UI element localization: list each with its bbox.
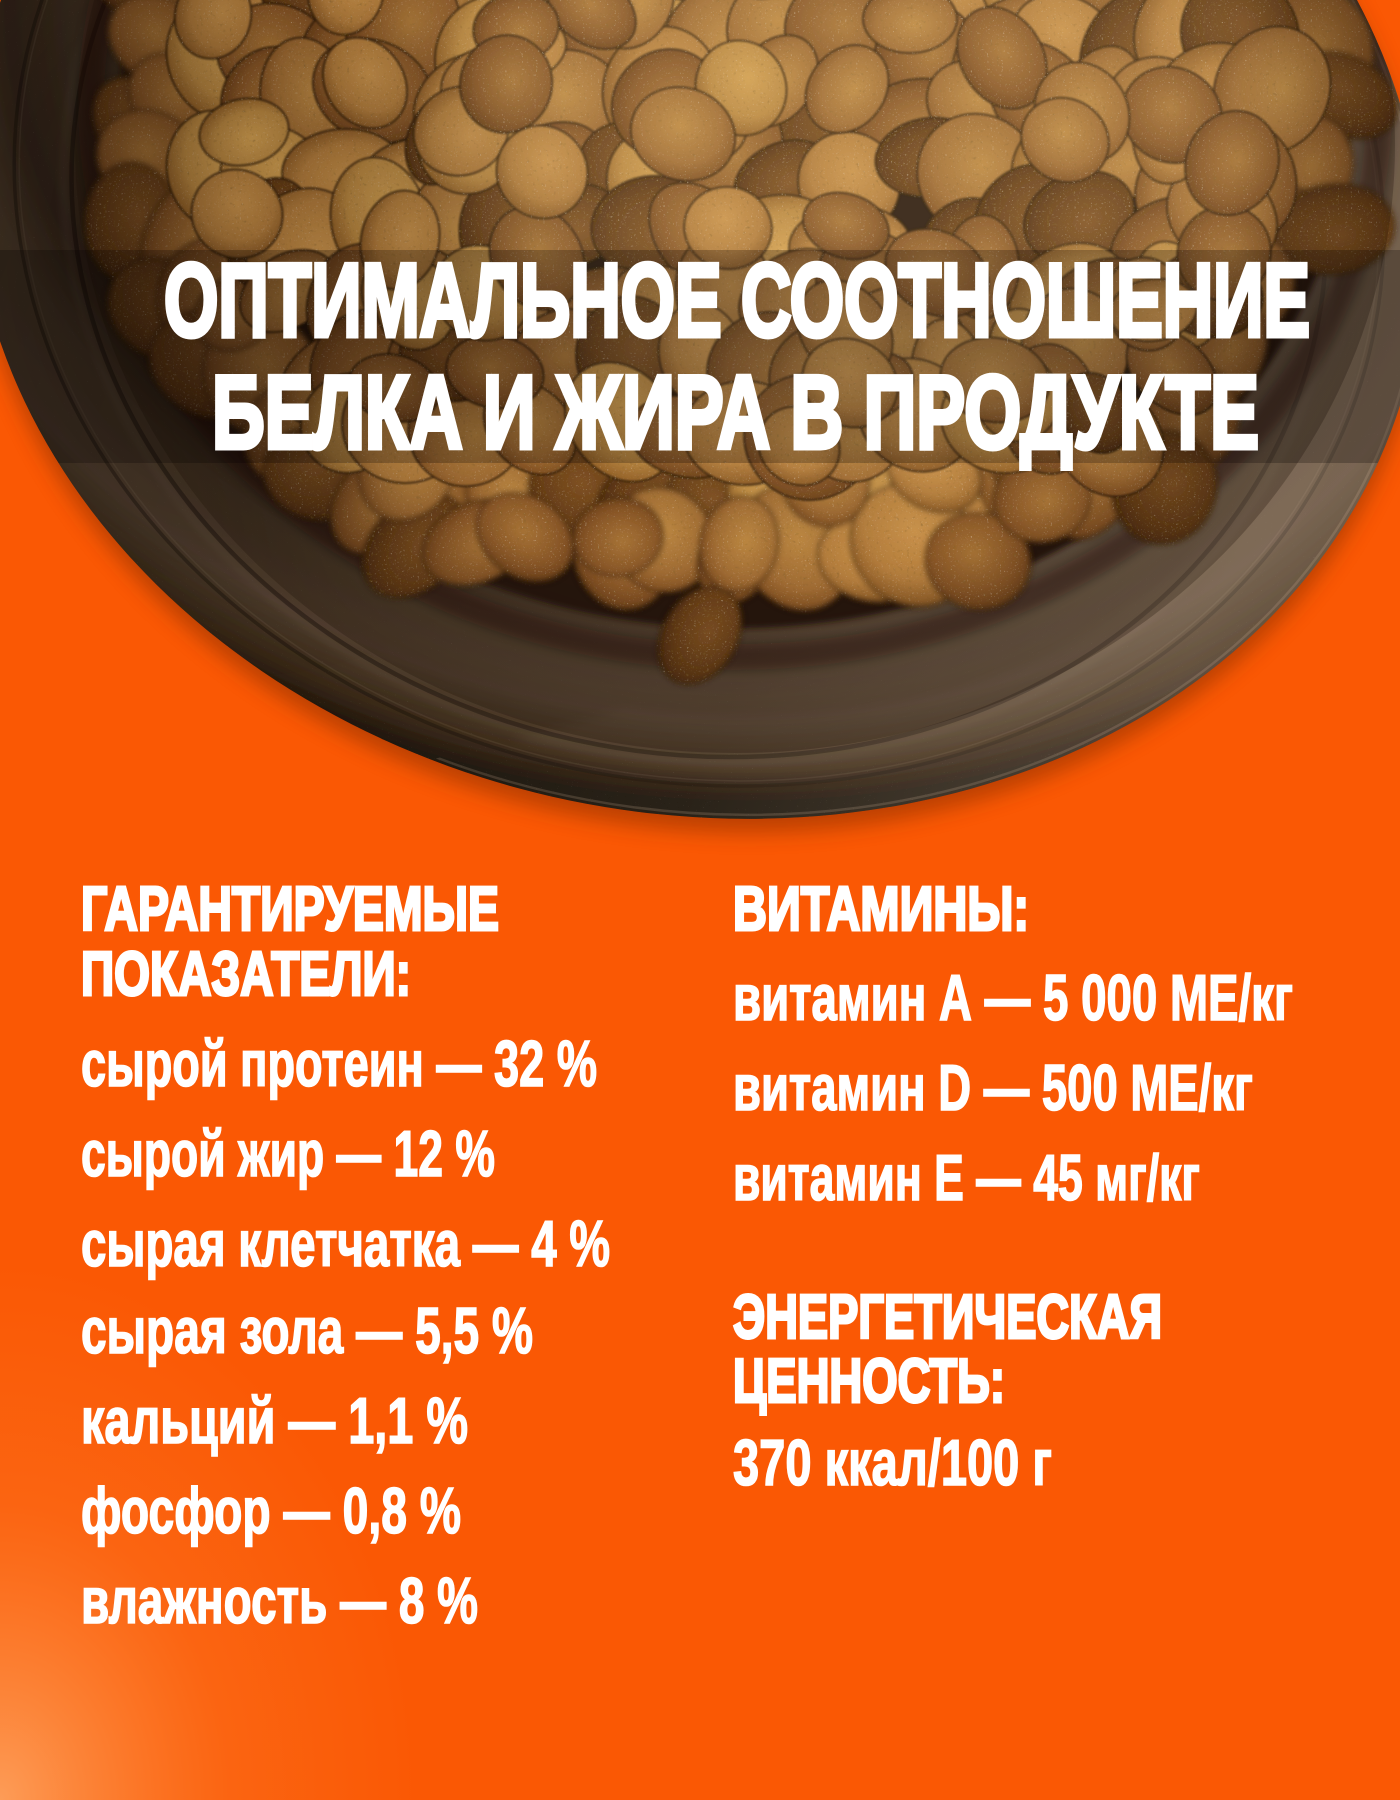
svg-text:ЦЕННОСТЬ:: ЦЕННОСТЬ: xyxy=(733,1346,1005,1416)
svg-text:сырая зола — 5,5 %: сырая зола — 5,5 % xyxy=(81,1295,533,1367)
svg-text:ПОКАЗАТЕЛИ:: ПОКАЗАТЕЛИ: xyxy=(81,939,411,1009)
svg-text:фосфор — 0,8 %: фосфор — 0,8 % xyxy=(81,1475,461,1547)
svg-text:ОПТИМАЛЬНОЕ СООТНОШЕНИЕ: ОПТИМАЛЬНОЕ СООТНОШЕНИЕ xyxy=(164,243,1310,359)
svg-text:ЭНЕРГЕТИЧЕСКАЯ: ЭНЕРГЕТИЧЕСКАЯ xyxy=(733,1282,1162,1352)
svg-text:370 ккал/100 г: 370 ккал/100 г xyxy=(733,1427,1052,1499)
svg-text:кальций — 1,1 %: кальций — 1,1 % xyxy=(81,1385,468,1457)
svg-text:сырая клетчатка — 4 %: сырая клетчатка — 4 % xyxy=(81,1208,610,1280)
svg-text:БЕЛКА И ЖИРА В ПРОДУКТЕ: БЕЛКА И ЖИРА В ПРОДУКТЕ xyxy=(212,355,1259,471)
svg-text:витамин D — 500 МЕ/кг: витамин D — 500 МЕ/кг xyxy=(733,1052,1253,1124)
svg-text:сырой жир — 12 %: сырой жир — 12 % xyxy=(81,1118,495,1190)
svg-text:витамин Е — 45 мг/кг: витамин Е — 45 мг/кг xyxy=(733,1142,1200,1214)
svg-text:витамин А — 5 000 МЕ/кг: витамин А — 5 000 МЕ/кг xyxy=(733,962,1293,1034)
svg-text:влажность — 8 %: влажность — 8 % xyxy=(81,1565,478,1637)
svg-text:ГАРАНТИРУЕМЫЕ: ГАРАНТИРУЕМЫЕ xyxy=(81,874,499,944)
svg-text:сырой протеин — 32 %: сырой протеин — 32 % xyxy=(81,1028,597,1100)
svg-text:ВИТАМИНЫ:: ВИТАМИНЫ: xyxy=(733,874,1029,944)
